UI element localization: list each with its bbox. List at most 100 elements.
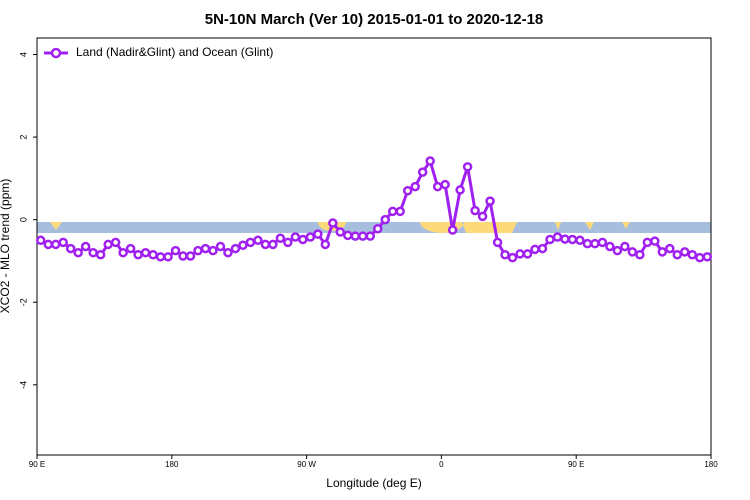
y-axis-label: XCO2 - MLO trend (ppm) (0, 179, 12, 314)
data-point (500, 250, 510, 260)
data-point (50, 239, 61, 250)
data-point (417, 167, 428, 177)
data-point (575, 235, 585, 246)
data-point (155, 252, 166, 262)
data-point (148, 250, 158, 260)
data-point (328, 218, 338, 228)
y-tick-label: 0 (18, 217, 28, 222)
data-point (253, 235, 263, 246)
data-point (477, 211, 488, 222)
data-point (537, 243, 548, 254)
data-point (320, 239, 331, 250)
chart-title: 5N-10N March (Ver 10) 2015-01-01 to 2020… (205, 11, 544, 28)
data-point (208, 245, 218, 256)
data-point (680, 247, 690, 257)
data-point (365, 231, 376, 241)
data-point (657, 247, 668, 257)
data-point (298, 234, 308, 245)
data-point (223, 247, 233, 258)
plot-frame (36, 37, 712, 456)
data-point (455, 185, 465, 195)
data-point (200, 243, 211, 254)
data-point (612, 245, 623, 256)
data-point (665, 243, 675, 254)
data-point (88, 247, 98, 258)
data-point (507, 252, 518, 263)
data-point (140, 247, 151, 258)
data-point (238, 240, 248, 251)
data-point (275, 233, 286, 243)
y-tick-label: -4 (18, 381, 28, 389)
x-axis-label: Longitude (deg E) (326, 476, 421, 490)
data-point (58, 237, 68, 248)
data-point (567, 234, 578, 245)
data-point (545, 234, 555, 245)
data-point (290, 232, 301, 242)
data-point (133, 250, 143, 260)
legend: Land (Nadir&Glint) and Ocean (Glint) (44, 45, 273, 59)
data-point (402, 186, 413, 196)
x-tick-label: 90 W (297, 460, 316, 469)
data-point (492, 237, 503, 248)
data-point (620, 241, 630, 252)
data-point (80, 241, 91, 252)
data-point (395, 206, 405, 217)
data-point (410, 181, 420, 192)
data-point (485, 196, 495, 206)
data-point (552, 232, 563, 242)
data-point (687, 250, 698, 260)
data-point (470, 205, 480, 216)
data-point (440, 179, 450, 190)
x-tick-label: 90 E (568, 460, 584, 469)
data-point (380, 214, 390, 225)
data-point (560, 234, 570, 244)
data-point (387, 206, 398, 217)
data-point (372, 223, 383, 234)
data-point (635, 250, 645, 260)
data-point (597, 237, 608, 248)
data-point (313, 229, 323, 239)
data-point (245, 237, 256, 248)
data-point (73, 247, 83, 258)
data-point (695, 252, 705, 263)
legend-label: Land (Nadir&Glint) and Ocean (Glint) (76, 45, 273, 59)
data-point (95, 250, 106, 260)
data-point (425, 156, 435, 166)
data-point (650, 236, 660, 246)
data-point (193, 245, 203, 256)
data-point (350, 231, 361, 241)
data-point (268, 239, 278, 250)
data-point (305, 232, 316, 242)
data-point (590, 238, 600, 249)
data-point (642, 237, 653, 248)
data-point (335, 227, 346, 237)
data-point (170, 245, 181, 256)
data-point (230, 243, 241, 254)
data-point (432, 181, 443, 192)
x-tick-label: 90 E (29, 460, 45, 469)
data-point (627, 247, 638, 257)
data-point (515, 249, 525, 259)
data-point (43, 239, 53, 250)
y-tick-label: 2 (18, 135, 28, 140)
data-point (110, 237, 121, 248)
data-point (260, 239, 271, 250)
x-tick-label: 0 (439, 460, 444, 469)
legend-marker (50, 47, 62, 59)
data-point (702, 252, 713, 262)
data-point (522, 249, 533, 259)
x-tick-label: 180 (165, 460, 179, 469)
data-point (582, 238, 593, 249)
data-point (35, 235, 46, 246)
data-point (215, 241, 226, 252)
data-point (447, 225, 458, 235)
data-point (530, 244, 540, 255)
data-point (672, 250, 683, 260)
data-point (185, 251, 196, 261)
data-point (462, 162, 473, 172)
x-tick-label: 180 (704, 460, 718, 469)
data-point (358, 231, 368, 241)
data-point (65, 243, 76, 254)
data-point (163, 252, 173, 262)
